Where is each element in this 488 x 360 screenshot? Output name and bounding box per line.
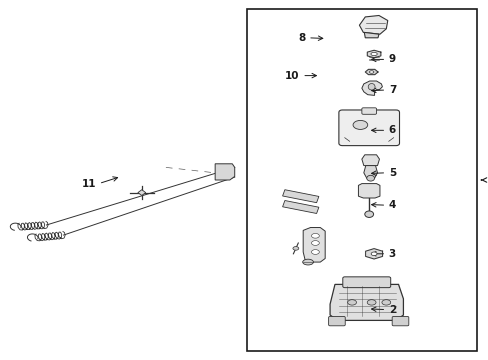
Ellipse shape bbox=[366, 300, 375, 305]
Polygon shape bbox=[329, 284, 403, 320]
Polygon shape bbox=[359, 15, 387, 34]
Ellipse shape bbox=[292, 247, 298, 250]
FancyBboxPatch shape bbox=[391, 316, 408, 326]
Polygon shape bbox=[366, 50, 380, 58]
Ellipse shape bbox=[302, 259, 313, 265]
Text: 9: 9 bbox=[388, 54, 395, 64]
Ellipse shape bbox=[366, 175, 374, 181]
Ellipse shape bbox=[347, 300, 356, 305]
Ellipse shape bbox=[370, 52, 377, 55]
Polygon shape bbox=[364, 32, 378, 38]
Ellipse shape bbox=[311, 233, 319, 238]
FancyBboxPatch shape bbox=[282, 201, 318, 213]
Text: 11: 11 bbox=[81, 179, 96, 189]
FancyBboxPatch shape bbox=[282, 190, 318, 203]
Polygon shape bbox=[365, 69, 377, 75]
FancyBboxPatch shape bbox=[338, 110, 399, 145]
Text: 2: 2 bbox=[388, 305, 395, 315]
Polygon shape bbox=[365, 249, 382, 259]
Ellipse shape bbox=[370, 252, 376, 256]
Polygon shape bbox=[138, 190, 145, 195]
Text: 4: 4 bbox=[388, 200, 395, 210]
Ellipse shape bbox=[311, 240, 319, 246]
Bar bbox=[246, 9, 476, 351]
Text: 6: 6 bbox=[388, 125, 395, 135]
Polygon shape bbox=[361, 155, 379, 166]
Text: 3: 3 bbox=[388, 249, 395, 259]
Ellipse shape bbox=[311, 250, 319, 254]
FancyBboxPatch shape bbox=[342, 277, 390, 288]
FancyBboxPatch shape bbox=[361, 108, 376, 114]
Polygon shape bbox=[363, 166, 377, 178]
Ellipse shape bbox=[381, 300, 390, 305]
Ellipse shape bbox=[364, 211, 373, 217]
FancyBboxPatch shape bbox=[328, 316, 345, 326]
Ellipse shape bbox=[352, 120, 367, 129]
Ellipse shape bbox=[369, 71, 373, 73]
Polygon shape bbox=[303, 228, 325, 262]
Polygon shape bbox=[358, 184, 379, 198]
Text: 5: 5 bbox=[388, 168, 395, 178]
Polygon shape bbox=[215, 164, 234, 180]
Text: 7: 7 bbox=[388, 85, 395, 95]
Polygon shape bbox=[361, 81, 382, 95]
Ellipse shape bbox=[367, 84, 374, 90]
Text: 10: 10 bbox=[285, 71, 299, 81]
Text: 8: 8 bbox=[298, 33, 305, 43]
